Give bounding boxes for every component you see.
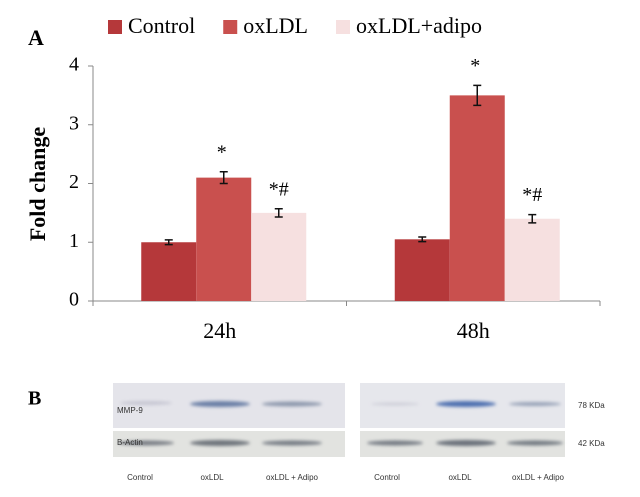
bar (141, 242, 197, 301)
y-tick-label: 1 (69, 230, 79, 252)
significance-marker: *# (269, 178, 289, 200)
legend-label: oxLDL+adipo (356, 13, 482, 38)
x-tick-label: 24h (203, 318, 236, 343)
bar (449, 95, 505, 301)
error-bar (473, 84, 482, 107)
error-bar (274, 208, 283, 218)
y-tick-label: 3 (69, 112, 79, 134)
lane-label: Control (127, 473, 153, 482)
bar (394, 239, 450, 301)
panel-label: B (28, 388, 41, 410)
significance-marker: * (470, 55, 480, 77)
bar-chart: 0 1 2 3 4 Control oxLDL oxLDL+adipo 24h * *# 48h * *# (69, 13, 601, 343)
bar (196, 177, 252, 301)
error-bar (418, 236, 427, 243)
y-tick-label: 0 (69, 289, 79, 311)
lane-label: oxLDL (448, 473, 472, 482)
error-bar (219, 171, 228, 185)
panel-label: A (28, 25, 44, 50)
lane-label: oxLDL (200, 473, 224, 482)
size-label: 42 KDa (578, 439, 605, 448)
lane-label: oxLDL + Adipo (512, 473, 565, 482)
bar (504, 218, 560, 301)
size-label: 78 KDa (578, 401, 605, 410)
error-bar (164, 239, 173, 246)
bar (251, 212, 307, 301)
x-tick-label: 48h (457, 318, 490, 343)
y-tick-label: 4 (69, 54, 79, 76)
row-label: B-Actin (117, 438, 143, 447)
significance-marker: *# (522, 184, 542, 206)
lane-label: Control (374, 473, 400, 482)
y-tick-label: 2 (69, 171, 79, 193)
row-label: MMP-9 (117, 406, 143, 415)
bands (118, 401, 563, 446)
legend-swatch (223, 20, 238, 34)
lane-label: oxLDL + Adipo (266, 473, 319, 482)
y-axis-title: Fold change (25, 127, 50, 242)
significance-marker: * (217, 141, 227, 163)
legend-swatch (336, 20, 350, 34)
legend-label: oxLDL (243, 13, 308, 38)
error-bar (528, 213, 537, 224)
legend-label: Control (128, 13, 195, 38)
blot-panel: MMP-9 B-Actin 78 KDa 42 KDa Control oxLD… (113, 383, 605, 482)
legend-swatch (108, 20, 122, 34)
